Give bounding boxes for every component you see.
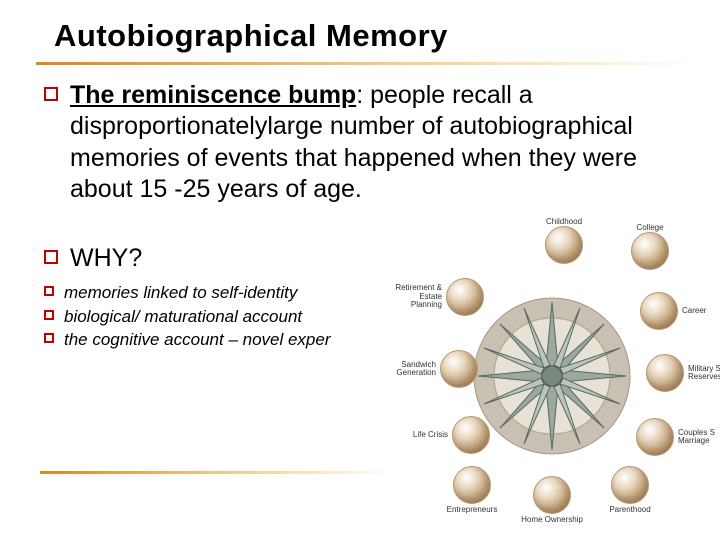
node-label: Military S Reserves bbox=[688, 365, 720, 382]
node-label: Home Ownership bbox=[521, 516, 583, 524]
bullet-square-small-icon bbox=[44, 286, 54, 296]
bullet-square-small-icon bbox=[44, 333, 54, 343]
main-bullet-row: The reminiscence bump: people recall a d… bbox=[44, 80, 676, 205]
node-circle-icon bbox=[446, 278, 484, 316]
node-label: Sandwich Generation bbox=[384, 361, 436, 378]
node-label: Entrepreneurs bbox=[447, 506, 498, 514]
node-circle-icon bbox=[545, 226, 583, 264]
node-circle-icon bbox=[452, 416, 490, 454]
node-lifecrisis: Life Crisis bbox=[396, 416, 490, 454]
bullet-square-icon bbox=[44, 87, 58, 101]
term-reminiscence-bump: The reminiscence bump bbox=[70, 81, 356, 109]
node-circle-icon bbox=[533, 476, 571, 514]
sub-bullet-text: memories linked to self-identity bbox=[64, 282, 297, 303]
node-circle-icon bbox=[453, 466, 491, 504]
node-circle-icon bbox=[611, 466, 649, 504]
life-stages-compass-graphic: Childhood College Career Military S Rese… bbox=[384, 214, 712, 532]
main-bullet-text: The reminiscence bump: people recall a d… bbox=[70, 80, 676, 205]
node-career: Career bbox=[640, 292, 720, 330]
bullet-square-small-icon bbox=[44, 310, 54, 320]
slide-title: Autobiographical Memory bbox=[0, 0, 720, 54]
node-circle-icon bbox=[640, 292, 678, 330]
node-circle-icon bbox=[440, 350, 478, 388]
node-label: Life Crisis bbox=[396, 431, 448, 439]
node-home: Home Ownership bbox=[520, 476, 584, 524]
node-college: College bbox=[618, 222, 682, 270]
node-couples: Couples S Marriage bbox=[636, 418, 720, 456]
node-childhood: Childhood bbox=[532, 216, 596, 264]
node-entrepreneurs: Entrepreneurs bbox=[440, 466, 504, 514]
node-circle-icon bbox=[646, 354, 684, 392]
node-circle-icon bbox=[631, 232, 669, 270]
node-retirement: Retirement & Estate Planning bbox=[390, 278, 484, 316]
node-label: College bbox=[636, 224, 663, 232]
node-circle-icon bbox=[636, 418, 674, 456]
bullet-square-icon bbox=[44, 250, 58, 264]
node-label: Couples S Marriage bbox=[678, 429, 720, 446]
node-label: Childhood bbox=[546, 218, 582, 226]
node-military: Military S Reserves bbox=[646, 354, 720, 392]
sub-bullet-text: biological/ maturational account bbox=[64, 306, 302, 327]
node-label: Parenthood bbox=[609, 506, 650, 514]
footer-underline bbox=[40, 471, 400, 474]
node-label: Retirement & Estate Planning bbox=[390, 284, 442, 309]
title-underline bbox=[36, 62, 700, 65]
node-label: Career bbox=[682, 307, 720, 315]
node-parenthood: Parenthood bbox=[598, 466, 662, 514]
sub-bullet-text: the cognitive account – novel exper bbox=[64, 329, 331, 350]
why-label: WHY? bbox=[70, 243, 142, 274]
node-sandwich: Sandwich Generation bbox=[384, 350, 478, 388]
